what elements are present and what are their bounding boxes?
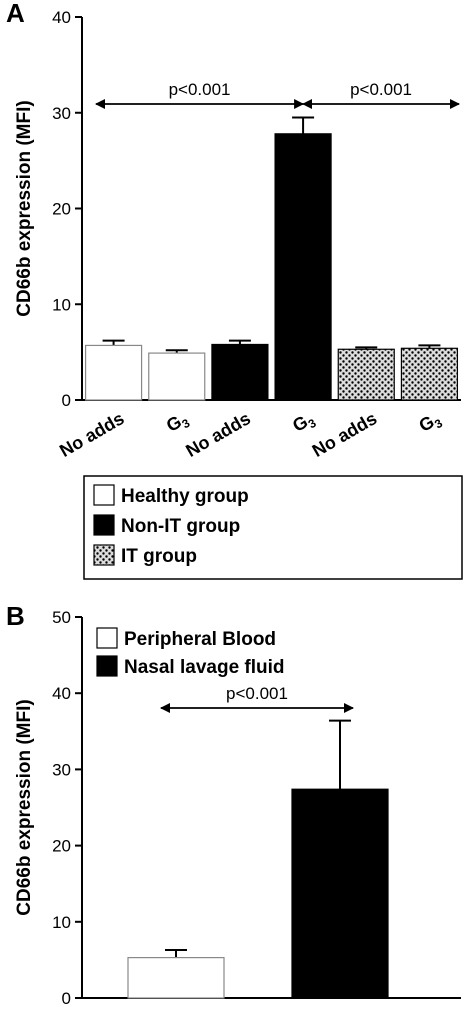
panel-b-y-tick-label: 10 — [52, 913, 71, 932]
panel-a-category-label: G3 — [415, 408, 445, 438]
panel-a-p-value: p<0.001 — [350, 80, 412, 99]
panel-b-bar — [291, 788, 389, 999]
panel-a-legend-box — [83, 475, 463, 580]
legend-swatch — [93, 514, 115, 536]
panel-a-y-axis-label: CD66b expression (MFI) — [14, 100, 35, 316]
panel-a-category-label: No adds — [56, 408, 128, 461]
panel-b-letter: B — [6, 601, 25, 631]
legend-swatch — [93, 484, 115, 506]
panel-a-y-tick-label: 30 — [52, 104, 71, 123]
panel-a-bar — [274, 133, 332, 401]
panel-a-legend: Healthy group Non-IT group IT group — [83, 475, 463, 580]
panel-a-y-tick-label: 20 — [52, 200, 71, 219]
panel-a-y-tick-label: 0 — [62, 391, 71, 410]
legend-label: IT group — [121, 546, 197, 567]
panel-b-y-tick-label: 30 — [52, 760, 71, 779]
panel-a-letter: A — [6, 0, 25, 28]
panel-a-category-label: No adds — [309, 408, 381, 461]
legend-swatch — [96, 655, 118, 677]
panel-a-bar — [337, 348, 395, 401]
panel-a-bar — [400, 347, 459, 401]
panel-b-y-tick-label: 40 — [52, 684, 71, 703]
panel-b-chart: 0 10 20 30 40 50 CD66b expression (MFI) Periphe… — [14, 608, 461, 1008]
legend-label: Nasal lavage fluid — [124, 657, 285, 678]
legend-swatch — [96, 627, 118, 649]
panel-b-bar — [127, 957, 225, 999]
panel-b-y-axis-label: CD66b expression (MFI) — [14, 699, 35, 915]
panel-a-bar — [211, 343, 269, 401]
panel-a-bar — [148, 352, 206, 401]
panel-a-y-tick-label: 40 — [52, 8, 71, 27]
legend-label: Peripheral Blood — [124, 629, 276, 650]
panel-b-p-value: p<0.001 — [226, 684, 288, 703]
panel-b-y-tick-label: 20 — [52, 837, 71, 856]
panel-a-category-label: G3 — [163, 408, 193, 438]
legend-swatch — [93, 544, 115, 566]
panel-a-category-label: No adds — [182, 408, 254, 461]
panel-a-category-label: G3 — [289, 408, 319, 438]
panel-a-bar — [84, 344, 143, 401]
legend-label: Non-IT group — [121, 516, 240, 537]
panel-b-y-tick-label: 50 — [52, 608, 71, 627]
panel-a-y-tick-label: 10 — [52, 295, 71, 314]
legend-label: Healthy group — [121, 486, 249, 507]
panel-a-p-value: p<0.001 — [169, 80, 231, 99]
panel-b-y-tick-label: 0 — [62, 989, 71, 1008]
